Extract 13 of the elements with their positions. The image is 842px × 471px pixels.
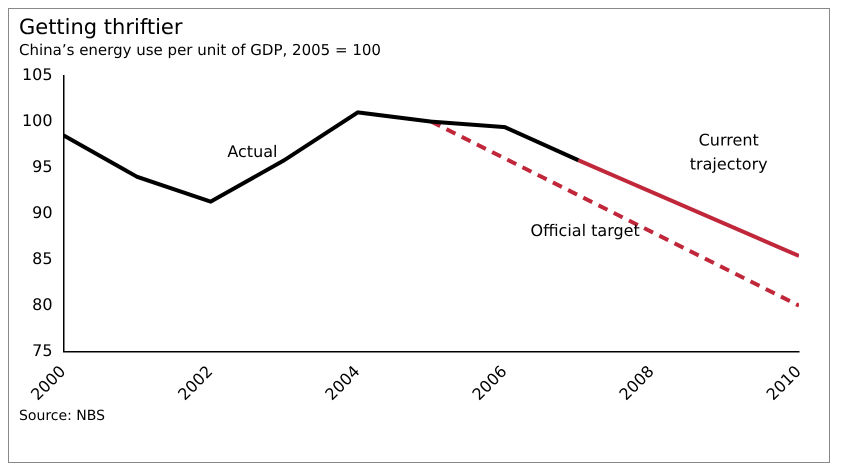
y-tick-label: 85 bbox=[32, 248, 53, 268]
chart-subtitle: China’s energy use per unit of GDP, 2005 = 100 bbox=[19, 41, 382, 59]
chart-title: Getting thriftier bbox=[19, 15, 184, 39]
series-label: Actual bbox=[227, 142, 278, 162]
y-tick-label: 80 bbox=[32, 294, 53, 314]
y-tick-label: 90 bbox=[32, 202, 53, 222]
series-label: Official target bbox=[530, 220, 640, 240]
y-tick-label: 105 bbox=[22, 64, 53, 84]
y-tick-label: 95 bbox=[32, 156, 53, 176]
y-tick-label: 100 bbox=[22, 110, 53, 130]
source-note: Source: NBS bbox=[19, 408, 106, 424]
text: Current trajectory bbox=[690, 130, 768, 174]
y-tick-label: 75 bbox=[32, 340, 53, 360]
